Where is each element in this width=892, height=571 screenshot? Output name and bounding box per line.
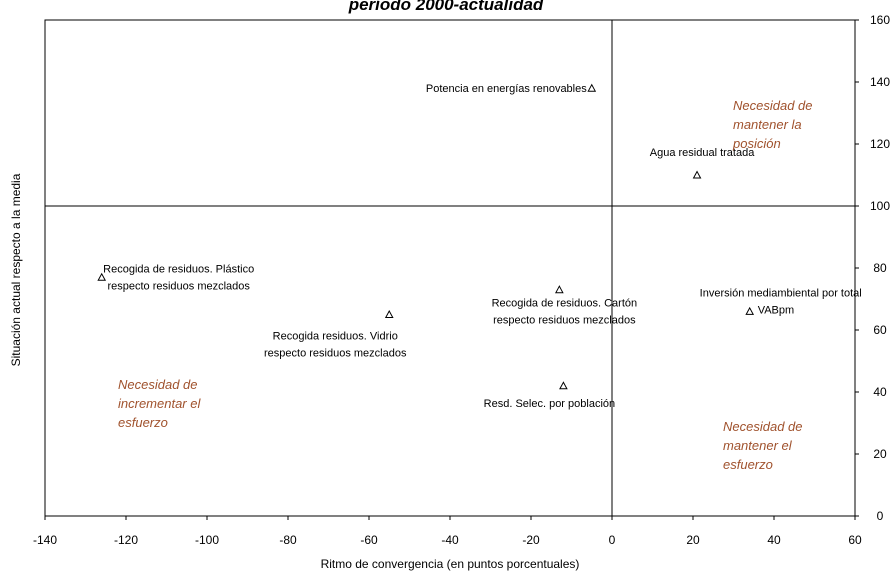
point-label: Recogida de residuos. Plástico respecto r… <box>103 263 254 292</box>
scatter-point <box>587 83 597 92</box>
y-tick-label: 20 <box>873 447 887 461</box>
x-tick-label: 40 <box>767 533 781 547</box>
x-tick-label: -100 <box>195 533 219 547</box>
x-tick-label: -140 <box>33 533 57 547</box>
y-tick-label: 80 <box>873 261 887 275</box>
x-tick-label: 20 <box>686 533 700 547</box>
quadrant-label-bottom-right: Necesidad de mantener el esfuerzo <box>723 419 803 472</box>
quadrant-label-top-right: Necesidad de mantener la posición <box>732 98 813 151</box>
x-tick-label: -120 <box>114 533 138 547</box>
point-label: Potencia en energías renovables <box>426 83 587 95</box>
y-tick-label: 160 <box>870 13 890 27</box>
y-tick-label: 40 <box>873 385 887 399</box>
y-tick-label: 120 <box>870 137 890 151</box>
point-label: Resd. Selec. por población <box>484 398 615 410</box>
x-tick-label: 60 <box>848 533 862 547</box>
point-label: Recogida de residuos. Cartón respecto res… <box>492 298 638 327</box>
y-tick-label: 60 <box>873 323 887 337</box>
x-tick-label: 0 <box>609 533 616 547</box>
scatter-point <box>384 309 394 318</box>
y-tick-label: 0 <box>877 509 884 523</box>
x-tick-label: -40 <box>441 533 459 547</box>
quadrant-label-bottom-left: Necesidad de incrementar el esfuerzo <box>118 377 201 430</box>
scatter-point <box>745 306 755 315</box>
x-axis-title: Ritmo de convergencia (en puntos porcent… <box>321 557 580 571</box>
x-tick-label: -20 <box>522 533 540 547</box>
x-tick-label: -60 <box>360 533 378 547</box>
point-label: Inversión mediambiental por total VABpm <box>700 287 862 316</box>
chart-title: período 2000-actualidad <box>348 0 544 14</box>
x-tick-label: -80 <box>279 533 297 547</box>
scatter-point <box>692 170 702 179</box>
point-label: Agua residual tratada <box>650 147 755 159</box>
y-tick-label: 140 <box>870 75 890 89</box>
point-label: Recogida residuos. Vidrio respecto residu… <box>264 331 407 360</box>
scatter-point <box>559 381 568 390</box>
y-tick-label: 100 <box>870 199 890 213</box>
scatter-point <box>97 272 107 281</box>
scatter-point <box>555 285 564 294</box>
y-axis-title: Situación actual respecto a la media <box>9 173 23 366</box>
